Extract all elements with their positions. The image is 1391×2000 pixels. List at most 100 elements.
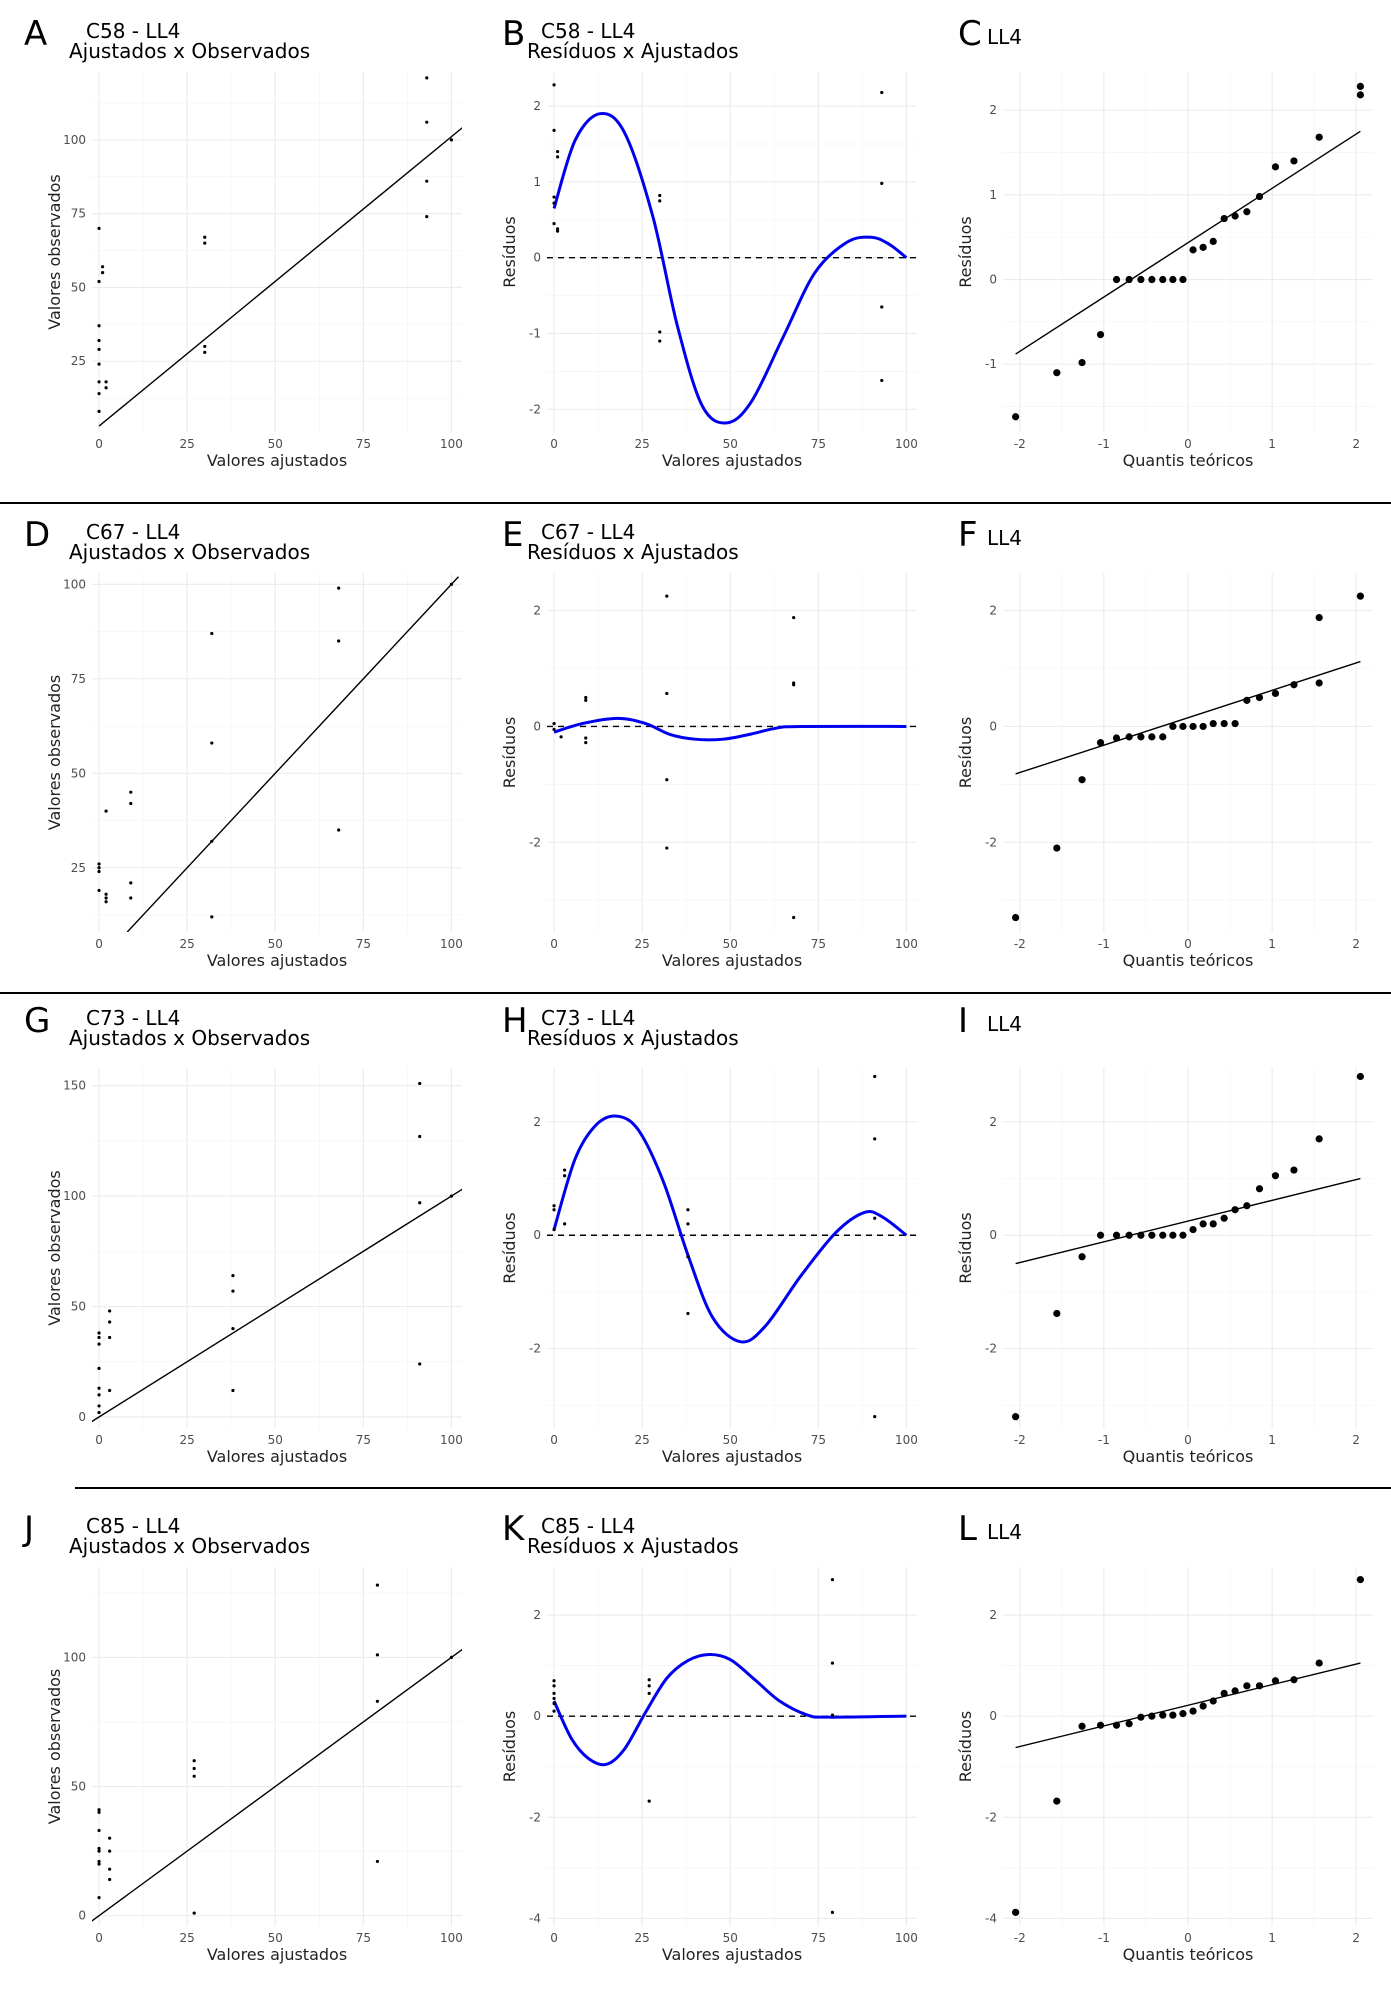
data-point <box>1159 733 1167 741</box>
data-point <box>210 741 214 745</box>
y-tick-label: 0 <box>533 719 541 733</box>
y-tick-label: 0 <box>989 1228 997 1242</box>
data-point <box>792 915 796 920</box>
x-tick-label: -2 <box>1014 937 1026 951</box>
data-point <box>1220 1689 1228 1698</box>
panel-letter: D <box>24 515 50 555</box>
data-point <box>873 1074 877 1079</box>
data-point <box>97 1846 101 1851</box>
x-axis-label: Valores ajustados <box>662 451 802 470</box>
data-point <box>873 1216 877 1220</box>
data-point <box>231 1388 235 1393</box>
grid <box>547 1068 917 1428</box>
y-tick-label: 1 <box>533 175 541 189</box>
data-point <box>192 1766 196 1771</box>
panel-b: 0 25 50 75 100 -2 -1 0 1 2 Valores ajustados Resídu… <box>500 14 918 470</box>
data-point <box>1356 91 1364 99</box>
data-point <box>555 149 560 154</box>
data-point <box>1255 1185 1264 1193</box>
data-point <box>880 305 884 309</box>
data-point <box>1271 1677 1280 1685</box>
data-point <box>97 1404 101 1408</box>
data-point <box>552 201 556 205</box>
data-point <box>425 179 429 183</box>
x-axis-label: Valores ajustados <box>207 951 347 970</box>
y-tick-label: 50 <box>71 280 86 294</box>
reference-line <box>92 1648 462 1922</box>
panel-subtitle: Resíduos x Ajustados <box>527 1026 739 1050</box>
y-tick-label: -2 <box>529 402 541 416</box>
x-axis-label: Quantis teóricos <box>1123 1447 1254 1466</box>
data-point <box>97 1342 101 1346</box>
y-tick-label: 2 <box>533 604 541 618</box>
panel-letter: F <box>958 515 978 555</box>
data-point <box>830 1910 835 1914</box>
y-tick-label: 0 <box>78 1410 86 1424</box>
x-axis-label: Valores ajustados <box>207 451 347 470</box>
loess-smooth-line <box>552 111 908 425</box>
data-point <box>658 330 662 334</box>
panel-letter: E <box>502 515 523 555</box>
data-point <box>873 1137 877 1141</box>
data-point <box>1148 733 1156 741</box>
x-tick-label: 50 <box>723 1433 738 1447</box>
plot-area <box>547 1578 917 1914</box>
panel-title: C85 - LL4 <box>541 1514 635 1538</box>
x-tick-label: 1 <box>1268 937 1276 951</box>
panel-letter: A <box>24 14 47 54</box>
data-point <box>1179 1710 1187 1718</box>
data-point <box>418 1362 422 1366</box>
x-tick-label: 2 <box>1352 437 1360 451</box>
data-point <box>1255 192 1264 201</box>
data-point <box>559 735 563 739</box>
data-point <box>97 338 101 343</box>
data-point <box>1315 133 1323 141</box>
y-tick-label: 2 <box>989 1608 997 1622</box>
data-point <box>104 809 108 813</box>
data-point <box>192 1911 196 1915</box>
data-point <box>1189 1707 1197 1715</box>
x-tick-label: 50 <box>268 1931 283 1945</box>
data-point <box>210 631 214 636</box>
x-tick-label: 75 <box>356 1931 371 1945</box>
x-tick-label: 100 <box>895 1931 918 1945</box>
data-point <box>1231 1206 1239 1214</box>
data-point <box>1169 722 1177 731</box>
grid <box>1003 573 1373 932</box>
y-axis-label: Resíduos <box>500 216 519 287</box>
data-point <box>1199 722 1207 731</box>
data-point <box>1125 1231 1133 1239</box>
data-point <box>203 350 207 354</box>
panel-title: C85 - LL4 <box>86 1514 180 1538</box>
data-point <box>1137 733 1145 741</box>
grid <box>92 72 462 432</box>
x-tick-label: 25 <box>180 437 195 451</box>
data-point <box>231 1289 235 1293</box>
data-point <box>108 1320 112 1324</box>
panel-letter: L <box>958 1509 977 1549</box>
x-tick-label: 75 <box>356 937 371 951</box>
y-axis-label: Resíduos <box>500 717 519 788</box>
x-tick-label: 50 <box>268 937 283 951</box>
x-tick-label: 100 <box>895 1433 918 1447</box>
y-tick-label: -2 <box>529 835 541 849</box>
y-tick-label: 100 <box>63 1189 86 1203</box>
data-point <box>375 1859 380 1864</box>
data-point <box>1356 592 1364 600</box>
x-axis-label: Valores ajustados <box>207 1447 347 1466</box>
grid <box>1003 1567 1373 1926</box>
plot-area <box>547 594 917 920</box>
data-point <box>97 1393 101 1397</box>
x-tick-label: 1 <box>1268 1931 1276 1945</box>
panel-letter: G <box>24 1001 50 1041</box>
x-tick-label: 25 <box>635 1931 650 1945</box>
data-point <box>552 727 556 731</box>
panel-title: LL4 <box>987 1012 1022 1036</box>
loess-smooth-line <box>553 716 907 742</box>
y-tick-label: 2 <box>989 604 997 618</box>
data-point <box>1125 275 1133 284</box>
data-point <box>1271 1172 1280 1180</box>
data-point <box>97 1331 101 1335</box>
y-tick-label: 0 <box>533 1228 541 1242</box>
